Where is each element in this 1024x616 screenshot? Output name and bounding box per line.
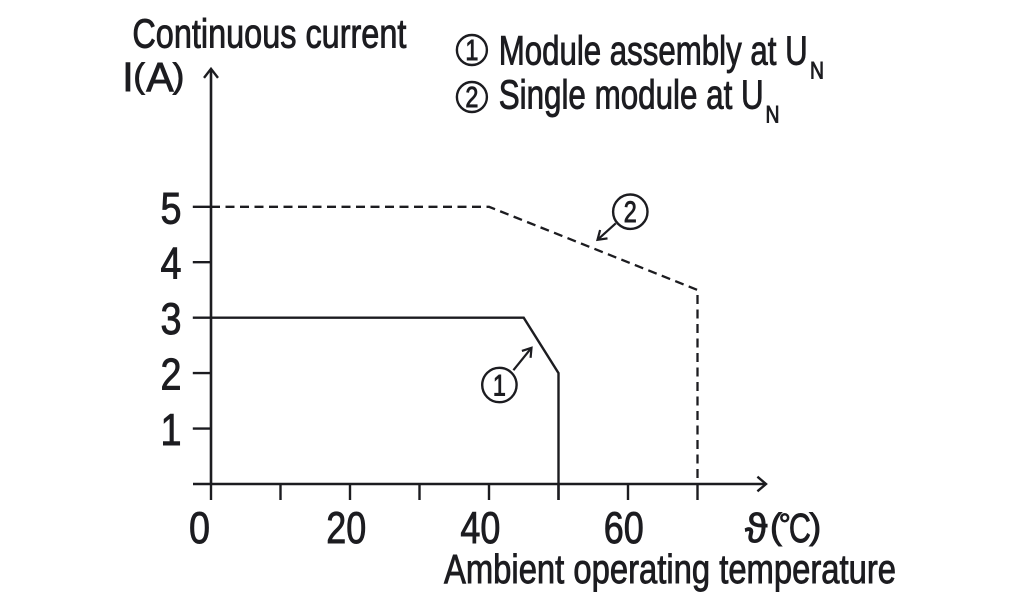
- svg-text:0: 0: [189, 504, 210, 553]
- svg-text:°: °: [779, 509, 791, 542]
- svg-text:1: 1: [161, 406, 182, 455]
- svg-text:): ): [173, 58, 185, 96]
- svg-text:Module assembly at U: Module assembly at U: [499, 28, 808, 74]
- svg-text:): ): [809, 505, 821, 546]
- svg-text:5: 5: [161, 185, 182, 234]
- svg-text:Continuous current: Continuous current: [132, 11, 406, 57]
- svg-text:20: 20: [326, 504, 366, 553]
- svg-text:N: N: [810, 58, 824, 85]
- svg-text:(: (: [133, 58, 145, 96]
- svg-text:Ambient operating temperature: Ambient operating temperature: [444, 546, 896, 592]
- svg-text:1: 1: [465, 35, 478, 67]
- svg-text:(: (: [770, 505, 782, 546]
- svg-text:3: 3: [161, 295, 182, 344]
- svg-text:2: 2: [465, 82, 478, 114]
- svg-text:N: N: [766, 102, 780, 129]
- svg-text:1: 1: [493, 370, 506, 403]
- svg-text:2: 2: [624, 196, 637, 229]
- svg-text:60: 60: [604, 504, 644, 553]
- svg-text:40: 40: [460, 504, 500, 553]
- svg-text:4: 4: [161, 240, 182, 289]
- svg-text:I: I: [122, 54, 133, 100]
- svg-text:2: 2: [161, 351, 182, 400]
- svg-text:ϑ: ϑ: [745, 505, 768, 551]
- svg-text:C: C: [789, 505, 811, 551]
- svg-text:A: A: [146, 54, 174, 100]
- svg-text:Single module at U: Single module at U: [499, 72, 764, 118]
